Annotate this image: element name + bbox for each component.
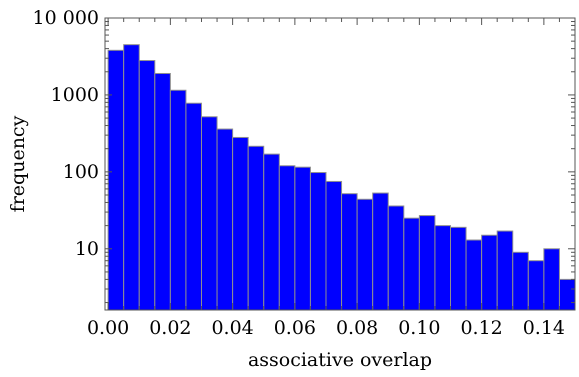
histogram-bar (418, 215, 436, 311)
histogram-bar (372, 192, 389, 311)
y-tick-label: 1000 (51, 84, 99, 106)
x-axis-label: associative overlap (248, 349, 432, 371)
histogram-bar (449, 226, 467, 311)
histogram-bar (527, 260, 545, 311)
histogram-bar (481, 234, 498, 311)
bars-group (107, 44, 576, 311)
histogram-bar (107, 49, 125, 311)
histogram-bar (138, 60, 156, 311)
x-tick-label: 0.12 (460, 317, 502, 339)
x-tick-label: 0.10 (398, 317, 440, 339)
histogram-bar (465, 239, 483, 311)
x-tick-label: 0.08 (336, 317, 378, 339)
histogram-bar (356, 198, 374, 311)
histogram-bar (154, 72, 171, 311)
histogram-bar (341, 193, 358, 311)
histogram-bar (216, 128, 234, 311)
x-tick-label: 0.06 (274, 317, 316, 339)
y-tick-label: 100 (63, 161, 99, 183)
x-tick-label: 0.14 (523, 317, 565, 339)
ticks-group: 0.00 0.02 0.04 0.06 0.08 0.10 0.12 0.14 10 100 100… (33, 7, 576, 339)
histogram-bar (496, 230, 514, 311)
histogram-bar (309, 172, 327, 311)
histogram-bar (123, 44, 140, 311)
histogram-bar (387, 205, 405, 311)
histogram-bar (403, 217, 420, 311)
histogram-bar (263, 153, 280, 311)
histogram-bar (325, 180, 343, 311)
histogram-bar (543, 248, 560, 311)
histogram-bar (294, 166, 311, 311)
histogram-bar (434, 225, 451, 311)
y-tick-label: 10 000 (33, 7, 99, 29)
y-axis-label: frequency (7, 115, 29, 212)
x-tick-label: 0.02 (149, 317, 191, 339)
histogram-bar (169, 89, 187, 311)
histogram-bar (200, 116, 218, 311)
histogram-bar (512, 251, 529, 311)
x-tick-label: 0.00 (87, 317, 129, 339)
histogram-bar (278, 165, 296, 311)
x-tick-label: 0.04 (211, 317, 253, 339)
histogram-bar (247, 145, 265, 311)
plot-frame (104, 17, 576, 311)
y-tick-label: 10 (75, 238, 99, 260)
histogram-bar (232, 136, 249, 311)
histogram-bar (558, 278, 576, 311)
histogram-bar (185, 102, 202, 311)
